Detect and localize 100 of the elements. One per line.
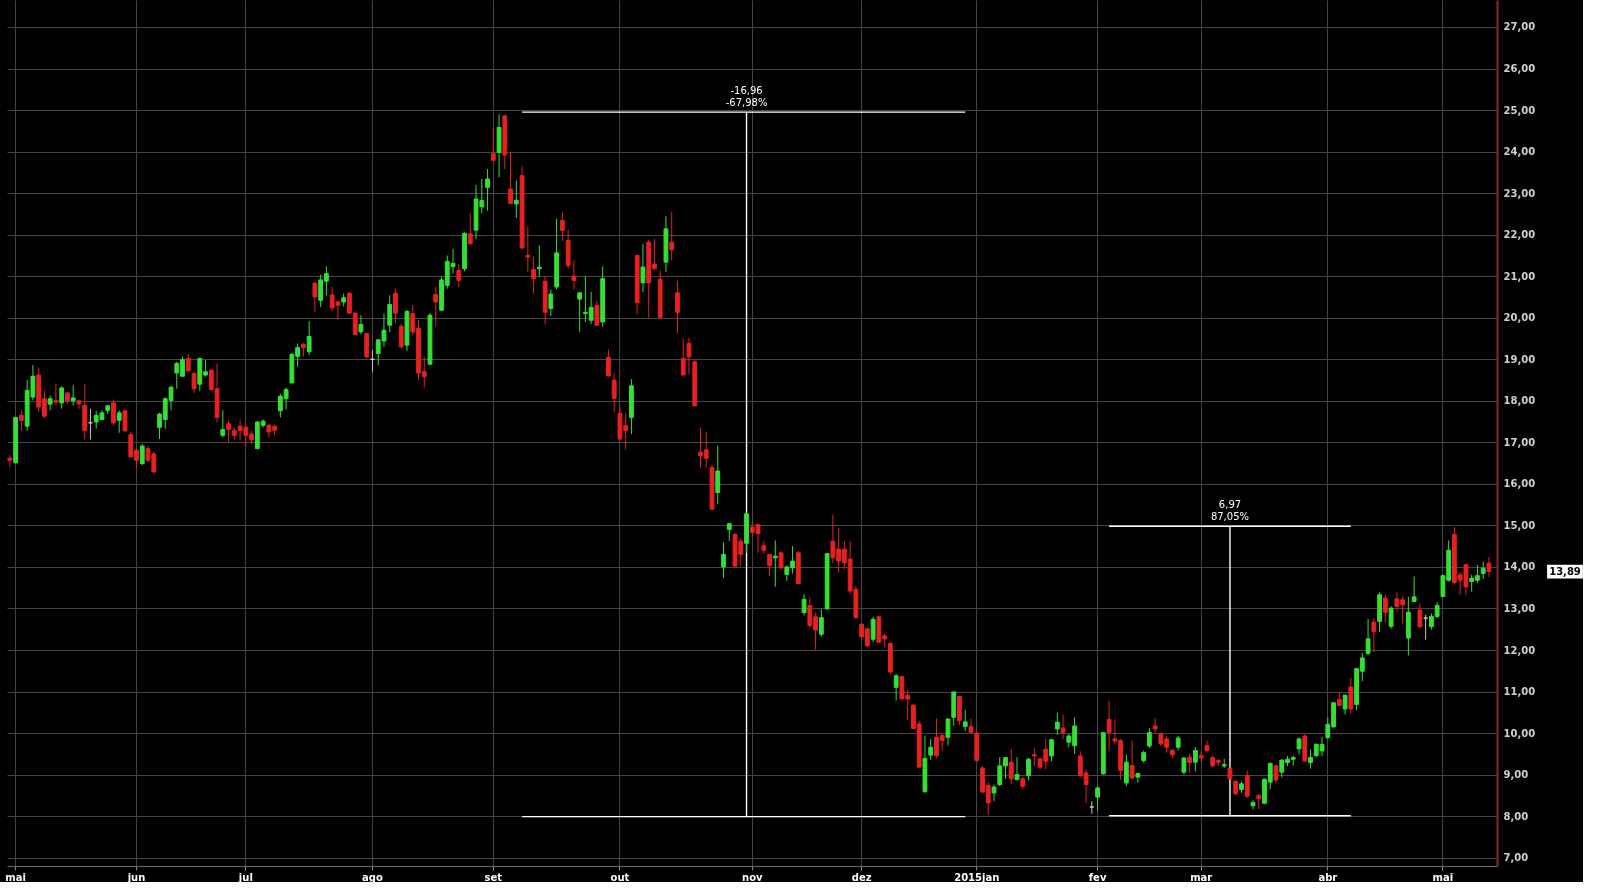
candlestick <box>818 608 824 638</box>
data-label: 6,97 87,05% <box>1210 499 1250 523</box>
x-tick-label: mai <box>1432 871 1454 883</box>
x-tick-label: mai <box>5 871 26 883</box>
candlestick <box>306 320 312 356</box>
y-tick-label: 23,00 <box>1503 187 1536 199</box>
y-tick-label: 21,00 <box>1503 270 1536 282</box>
candlestick <box>1146 727 1152 749</box>
text: 13,89 <box>1549 565 1581 577</box>
candlestick <box>508 151 513 205</box>
candlestick <box>606 348 611 378</box>
x-tick-label: nov <box>742 871 764 883</box>
candlestick <box>778 550 784 570</box>
x-tick-label: out <box>610 871 630 883</box>
candlestick <box>7 454 13 468</box>
candlestick <box>1008 748 1014 785</box>
candlestick <box>490 127 496 162</box>
candlestick <box>1135 772 1141 784</box>
candlestick <box>358 314 364 335</box>
candlestick <box>548 289 554 317</box>
candlestick <box>111 399 116 426</box>
candlestick <box>945 718 951 747</box>
candlestick <box>116 409 122 434</box>
candlestick <box>1193 746 1198 772</box>
candlestick <box>513 180 519 219</box>
x-tick-label: mar <box>1190 871 1213 883</box>
candlestick <box>675 280 680 335</box>
candlestick <box>185 352 191 373</box>
candlestick <box>1187 753 1193 774</box>
candlestick <box>1026 757 1031 781</box>
candlestick <box>680 338 686 376</box>
candlestick <box>686 337 692 375</box>
candlestick <box>577 292 583 333</box>
candlestick <box>571 259 577 290</box>
candlestick <box>536 244 542 278</box>
x-tick-label: fev <box>1088 871 1107 883</box>
candlestick <box>1411 576 1417 603</box>
candlestick <box>1423 614 1429 641</box>
candlestick <box>226 419 231 443</box>
candlestick <box>801 593 807 617</box>
candlestick <box>1308 748 1313 770</box>
candlestick <box>1417 603 1423 629</box>
candlestick <box>1060 714 1066 740</box>
candlestick <box>991 784 997 802</box>
y-tick-label: 18,00 <box>1503 395 1536 407</box>
candlestick <box>364 333 370 359</box>
x-tick-label: jul <box>237 871 253 883</box>
candlestick <box>1106 700 1112 752</box>
y-tick-label: 16,00 <box>1503 478 1536 490</box>
candlestick <box>70 384 76 406</box>
x-tick-label: dez <box>851 871 872 883</box>
candlestick <box>312 281 318 313</box>
candlestick <box>1123 754 1129 787</box>
candlestick <box>191 371 197 394</box>
candlestick <box>893 673 899 702</box>
candlestick <box>594 300 600 326</box>
y-tick-label: 10,00 <box>1503 727 1536 739</box>
candlestick <box>1486 556 1492 578</box>
y-tick-label: 17,00 <box>1503 436 1536 448</box>
candlestick <box>485 168 490 212</box>
y-tick-label: 8,00 <box>1503 810 1529 822</box>
candlestick <box>928 738 934 761</box>
candlestick <box>1129 740 1135 780</box>
candlestick <box>433 286 439 327</box>
x-tick-label: 2015jan <box>954 871 1000 883</box>
candlestick <box>139 443 145 466</box>
candlestick <box>721 541 726 579</box>
y-tick-label: 11,00 <box>1503 686 1536 698</box>
candlestick <box>1348 677 1354 715</box>
candlestick <box>1342 693 1348 715</box>
data-label: -16,96 -67,98% <box>725 85 768 109</box>
candlestick <box>1204 740 1210 754</box>
candlestick <box>220 409 226 438</box>
y-tick-label: 24,00 <box>1503 146 1536 158</box>
candlestick <box>1095 785 1100 812</box>
candlestick <box>1382 594 1388 623</box>
candlestick <box>393 288 398 324</box>
x-tick-label: set <box>484 871 503 883</box>
y-tick-label: 22,00 <box>1503 229 1536 241</box>
candlestick <box>1152 717 1158 734</box>
candlestick <box>640 243 646 293</box>
candlestick <box>1365 618 1371 656</box>
candlestick <box>715 445 721 505</box>
candlestick <box>1089 800 1095 815</box>
candlestick <box>76 399 82 410</box>
candlestick <box>767 553 772 577</box>
y-tick-label: 26,00 <box>1503 63 1536 75</box>
candlestick <box>18 410 24 432</box>
candlestick <box>59 385 65 410</box>
candlestick <box>669 211 675 261</box>
y-tick-label: 20,00 <box>1503 312 1536 324</box>
y-tick-label: 9,00 <box>1503 769 1529 781</box>
candlestick <box>456 263 462 288</box>
y-tick-label: 13,00 <box>1503 602 1536 614</box>
candlestick <box>1054 712 1060 736</box>
x-tick-label: ago <box>362 871 383 883</box>
candlestick <box>1388 605 1394 630</box>
candlestick <box>525 226 531 273</box>
y-tick-label: 12,00 <box>1503 644 1536 656</box>
x-tick-label: abr <box>1318 871 1338 883</box>
